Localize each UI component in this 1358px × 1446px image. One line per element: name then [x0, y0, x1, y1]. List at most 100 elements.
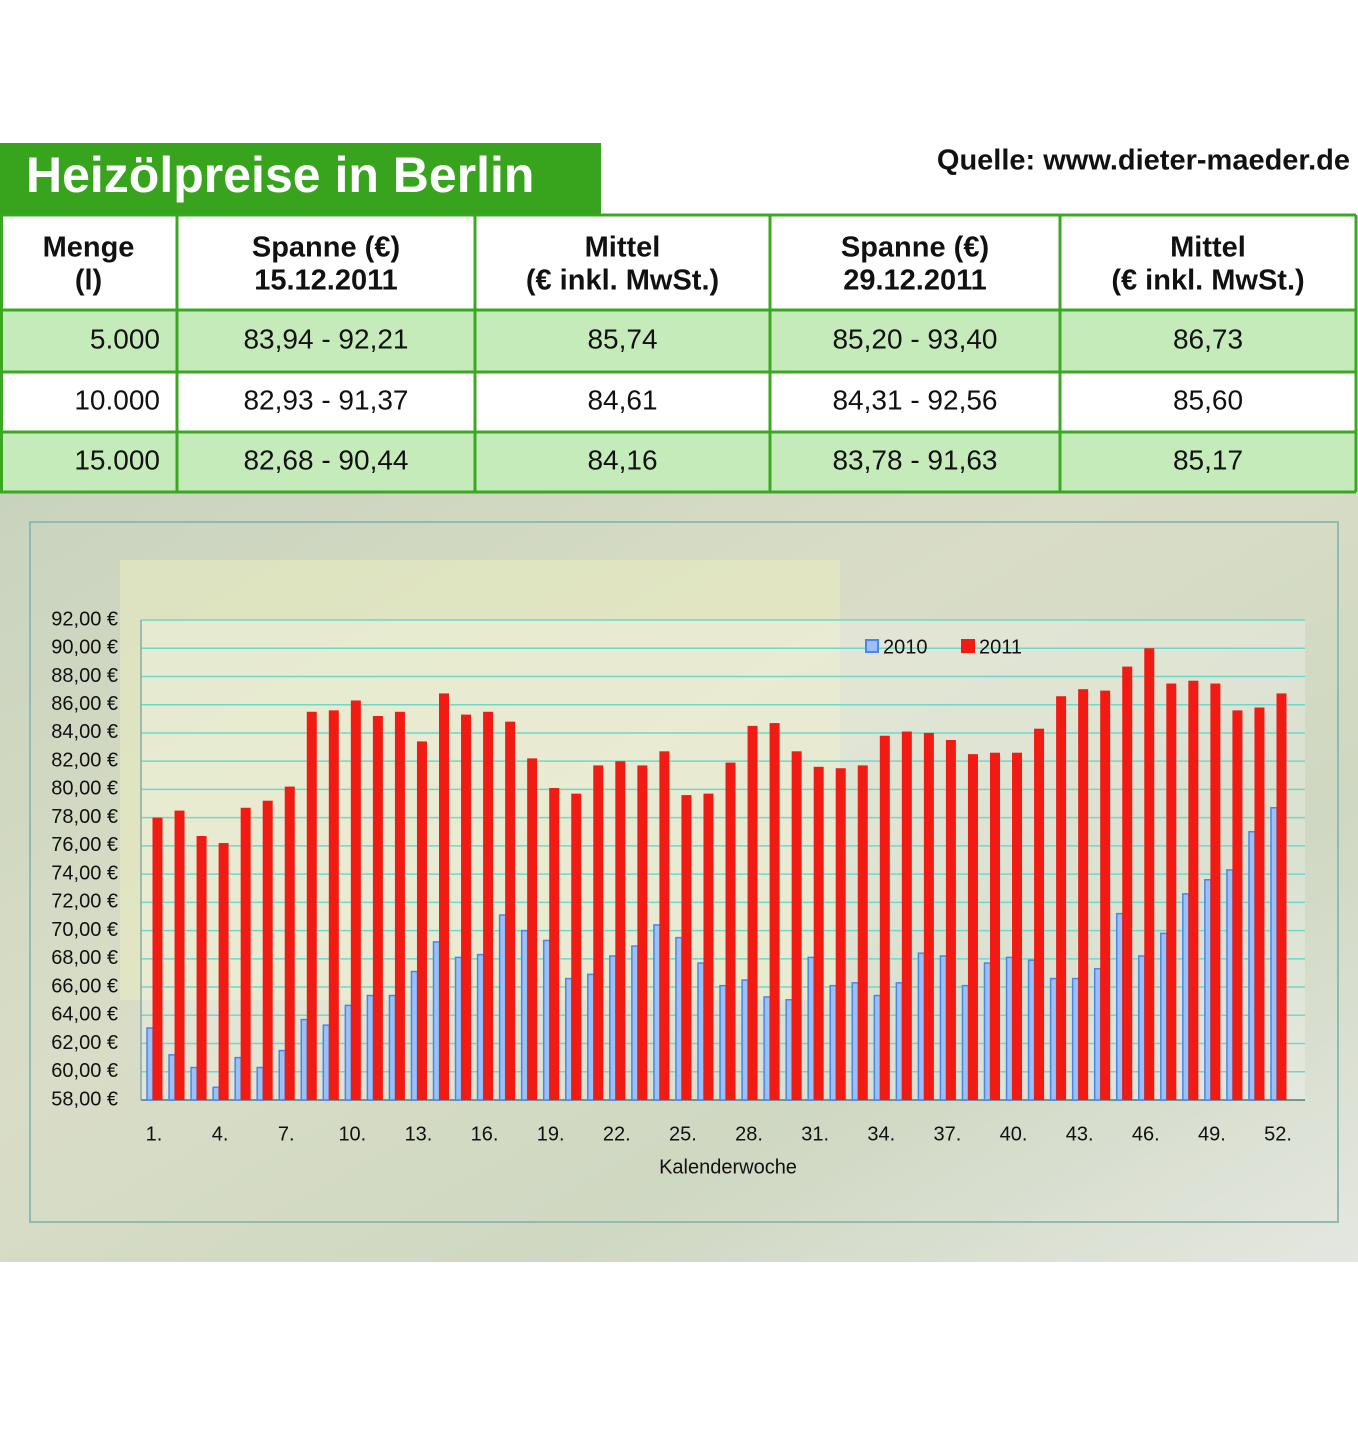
bar	[747, 725, 758, 1100]
bar	[549, 788, 560, 1100]
table-cell: 85,74	[587, 323, 657, 354]
bar	[659, 751, 670, 1100]
bar	[1049, 977, 1058, 1101]
bar	[1254, 707, 1265, 1100]
bar	[454, 956, 463, 1101]
y-tick-label: 86,00 €	[51, 693, 118, 715]
bar	[703, 793, 714, 1100]
table-cell: 84,16	[587, 444, 657, 475]
bar	[725, 762, 736, 1100]
bar	[394, 711, 405, 1100]
x-tick-label: 7.	[278, 1123, 295, 1145]
bar	[681, 795, 692, 1100]
bar	[1005, 956, 1014, 1101]
bar	[218, 843, 229, 1100]
table-row-bg	[0, 432, 1356, 492]
table-header: (€ inkl. MwSt.)	[1111, 265, 1304, 297]
y-tick-label: 82,00 €	[51, 749, 118, 771]
title: Heizölpreise in Berlin	[26, 147, 534, 203]
bar	[835, 768, 846, 1100]
bar	[917, 952, 926, 1101]
bar	[1204, 879, 1212, 1101]
bar	[719, 984, 727, 1101]
x-tick-label: 52.	[1264, 1123, 1292, 1145]
bar	[410, 970, 419, 1101]
bar	[785, 999, 793, 1101]
bar	[763, 996, 771, 1101]
table-header: Mittel	[585, 232, 661, 264]
x-tick-label: 46.	[1132, 1123, 1160, 1145]
bar	[234, 1056, 242, 1101]
y-tick-label: 90,00 €	[51, 637, 118, 659]
chart-frame	[29, 521, 1339, 1223]
table-cell: 83,78 - 91,63	[832, 444, 997, 475]
table-cell: 85,60	[1173, 384, 1243, 415]
bar	[372, 716, 383, 1100]
bar	[306, 711, 317, 1100]
table-cell: 86,73	[1173, 323, 1243, 354]
bar	[1100, 690, 1111, 1100]
table-header: 15.12.2011	[254, 265, 398, 297]
table-cell: 10.000	[74, 384, 160, 415]
bar	[653, 924, 661, 1101]
table-cell: 84,61	[587, 384, 657, 415]
table-cell: 5.000	[90, 323, 160, 354]
bar	[851, 982, 860, 1101]
x-tick-label: 34.	[867, 1123, 895, 1145]
x-tick-label: 16.	[471, 1123, 499, 1145]
bar	[791, 751, 802, 1100]
y-tick-label: 80,00 €	[51, 778, 118, 800]
bar	[813, 766, 824, 1100]
bar	[344, 1004, 353, 1101]
table-row-bg	[0, 310, 1356, 372]
bar	[1188, 680, 1199, 1100]
bar	[190, 1066, 198, 1101]
bar	[1115, 912, 1124, 1101]
bar	[1034, 728, 1045, 1100]
table-cell: 83,94 - 92,21	[243, 323, 408, 354]
bar	[615, 761, 626, 1100]
bar	[1138, 955, 1146, 1101]
x-tick-label: 22.	[603, 1123, 631, 1145]
bar	[1248, 831, 1256, 1101]
bar	[1182, 893, 1190, 1101]
legend-label: 2011	[979, 636, 1022, 658]
bar	[284, 786, 295, 1100]
bar	[895, 982, 904, 1101]
bar	[174, 810, 185, 1100]
bar	[1166, 683, 1177, 1100]
y-tick-label: 84,00 €	[51, 721, 118, 743]
legend-swatch	[961, 639, 975, 653]
bar	[1122, 666, 1133, 1100]
bar	[967, 754, 978, 1100]
table-row-bg	[0, 372, 1356, 432]
y-tick-label: 78,00 €	[51, 806, 118, 828]
bar	[520, 929, 529, 1101]
bar	[829, 984, 837, 1101]
bar	[637, 765, 648, 1100]
table-cell: 85,17	[1173, 444, 1243, 475]
y-tick-label: 72,00 €	[51, 891, 118, 913]
x-tick-label: 43.	[1066, 1123, 1094, 1145]
bar	[989, 752, 1000, 1100]
bar	[505, 721, 516, 1100]
table-header: (€ inkl. MwSt.)	[526, 265, 719, 297]
table-cell: 82,68 - 90,44	[243, 444, 408, 475]
x-tick-label: 19.	[537, 1123, 565, 1145]
table-header-bg	[0, 215, 1356, 310]
bar	[1027, 959, 1036, 1101]
bar	[527, 758, 538, 1100]
title-box	[0, 143, 601, 216]
bar	[879, 735, 890, 1100]
bar	[901, 731, 912, 1100]
table-header: Menge	[43, 232, 135, 264]
source: Quelle: www.dieter-maeder.de	[937, 145, 1350, 177]
bar	[483, 711, 494, 1100]
x-tick-label: 37.	[934, 1123, 962, 1145]
bar	[593, 765, 604, 1100]
truck-shape	[120, 560, 840, 1000]
bar	[571, 793, 582, 1100]
x-tick-label: 10.	[338, 1123, 366, 1145]
